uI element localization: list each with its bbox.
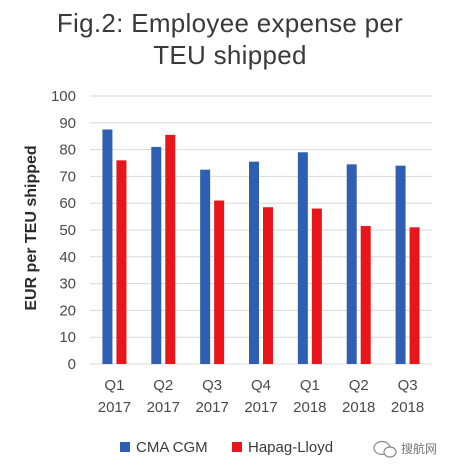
watermark-text: 搜航网 [401,441,437,456]
x-tick-label: 2017 [195,399,228,416]
y-tick-label: 20 [59,302,76,319]
chart-title-line-2: TEU shipped [153,40,307,70]
bars [102,129,420,364]
bar-hapag-lloyd [214,200,225,364]
legend-label: Hapag-Lloyd [248,439,333,456]
bar-hapag-lloyd [116,160,127,364]
x-tick-label: Q2 [153,377,173,394]
bar-hapag-lloyd [311,208,322,364]
legend-swatch [120,442,130,452]
x-tick-label: 2017 [147,399,180,416]
bar-hapag-lloyd [165,134,176,364]
legend: CMA CGM Hapag-Lloyd [120,439,333,456]
x-tick-label: Q1 [300,377,320,394]
y-tick-label: 0 [68,356,76,373]
bar-cma-cgm [249,161,259,364]
bar-cma-cgm [151,146,162,364]
y-tick-label: 70 [59,168,76,185]
y-tick-label: 100 [51,88,76,105]
bar-cma-cgm [395,165,406,364]
x-tick-label: Q2 [349,377,369,394]
x-tick-label: Q3 [398,377,418,394]
x-axis-ticks: Q1 2017 Q2 2017 Q3 2017 Q4 2017 Q1 2018 Q2 2018 Q3 20… [98,377,425,416]
y-tick-label: 50 [59,222,76,239]
wechat-icon [373,440,397,458]
bar-hapag-lloyd [409,227,420,364]
bar-cma-cgm [200,169,211,364]
x-tick-label: 2018 [342,399,375,416]
x-tick-label: Q4 [251,377,271,394]
chart-title-line-1: Fig.2: Employee expense per [56,8,404,38]
y-tick-label: 10 [59,329,76,346]
legend-swatch [232,442,242,452]
y-tick-label: 30 [59,276,76,293]
x-tick-label: 2018 [391,399,424,416]
y-tick-label: 60 [59,195,76,212]
x-tick-label: 2017 [98,399,131,416]
y-tick-label: 80 [59,142,76,159]
watermark: 搜航网 [373,440,437,458]
y-axis-ticks: 0 10 20 30 40 50 60 70 80 90 100 [51,88,76,373]
legend-label: CMA CGM [136,439,208,456]
x-tick-label: Q1 [104,377,124,394]
x-tick-label: 2018 [293,399,326,416]
y-axis-label: EUR per TEU shipped [23,145,40,310]
bar-cma-cgm [297,152,308,364]
x-tick-label: Q3 [202,377,222,394]
y-tick-label: 40 [59,249,76,266]
bar-hapag-lloyd [360,225,371,364]
bar-cma-cgm [102,129,113,364]
x-tick-label: 2017 [244,399,277,416]
gridlines [90,95,432,365]
y-tick-label: 90 [59,115,76,132]
bar-cma-cgm [346,164,357,364]
bar-hapag-lloyd [263,207,273,364]
